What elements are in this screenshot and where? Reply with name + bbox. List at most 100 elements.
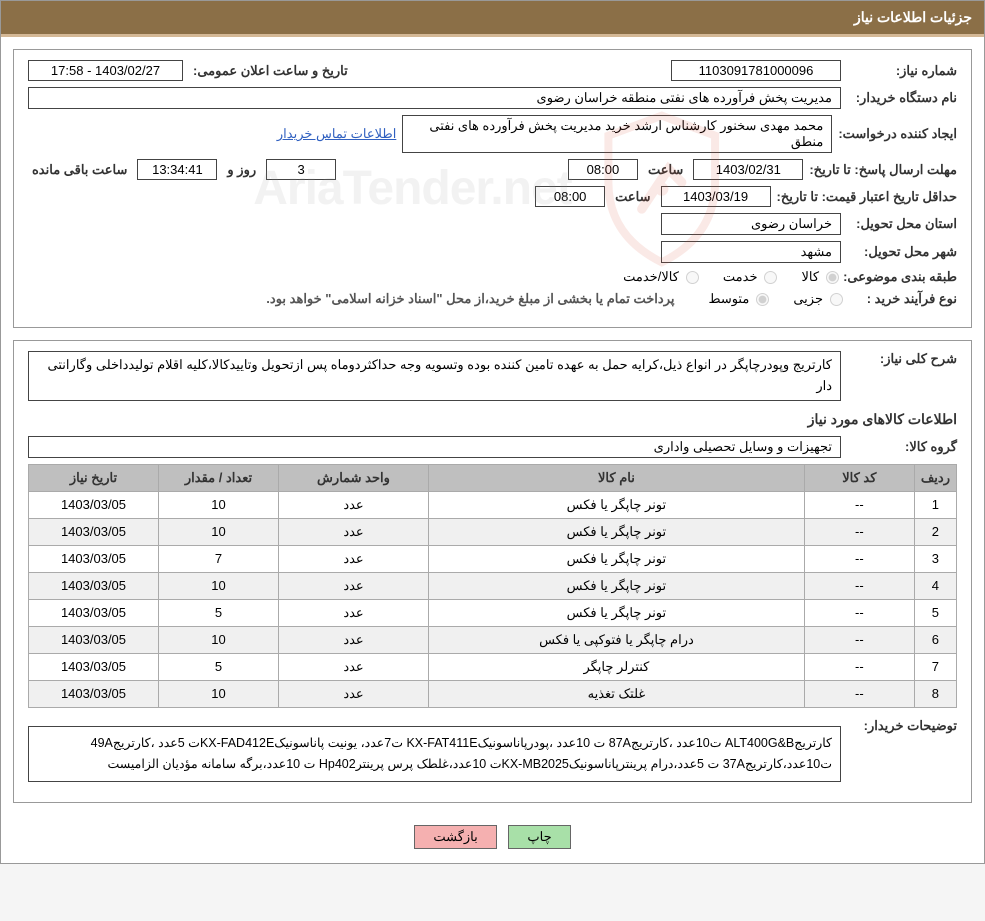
- radio-medium[interactable]: [756, 293, 769, 306]
- countdown: 13:34:41: [137, 159, 217, 180]
- items-table: ردیف کد کالا نام کالا واحد شمارش تعداد /…: [28, 464, 957, 708]
- radio-partial[interactable]: [830, 293, 843, 306]
- cell-qty: 10: [159, 491, 279, 518]
- remaining-label: ساعت باقی مانده: [32, 162, 127, 178]
- cell-idx: 6: [914, 626, 956, 653]
- need-no-value: 1103091781000096: [671, 60, 841, 81]
- table-row: 7--کنترلر چاپگرعدد51403/03/05: [29, 653, 957, 680]
- th-code: کد کالا: [804, 464, 914, 491]
- cell-idx: 8: [914, 680, 956, 707]
- print-button[interactable]: چاپ: [508, 825, 570, 849]
- cell-date: 1403/03/05: [29, 572, 159, 599]
- city-label: شهر محل تحویل:: [847, 244, 957, 260]
- classification-label: طبقه بندی موضوعی:: [843, 269, 957, 285]
- cell-date: 1403/03/05: [29, 653, 159, 680]
- time-label-1: ساعت: [648, 162, 683, 178]
- cell-unit: عدد: [279, 680, 429, 707]
- buyer-notes-value: کارتریجALT400G&B ت10عدد ،کارتریج87A ت 10…: [28, 726, 841, 783]
- cell-unit: عدد: [279, 545, 429, 572]
- info-panel: AriaTender.net شماره نیاز: 1103091781000…: [13, 49, 972, 328]
- opt-goods-service: کالا/خدمت: [623, 269, 679, 285]
- announce-value: 1403/02/27 - 17:58: [28, 60, 183, 81]
- th-unit: واحد شمارش: [279, 464, 429, 491]
- table-row: 4--تونر چاپگر یا فکسعدد101403/03/05: [29, 572, 957, 599]
- th-date: تاریخ نیاز: [29, 464, 159, 491]
- cell-unit: عدد: [279, 653, 429, 680]
- buyer-org-value: مدیریت پخش فرآورده های نفتی منطقه خراسان…: [28, 87, 841, 109]
- days-left: 3: [266, 159, 336, 180]
- page-container: جزئیات اطلاعات نیاز AriaTender.net شماره…: [0, 0, 985, 864]
- valid-date: 1403/03/19: [661, 186, 771, 207]
- table-row: 2--تونر چاپگر یا فکسعدد101403/03/05: [29, 518, 957, 545]
- requester-label: ایجاد کننده درخواست:: [838, 126, 957, 142]
- general-desc-value: کارتریج وپودرچاپگر در انواع ذیل،کرایه حم…: [28, 351, 841, 401]
- cell-name: تونر چاپگر یا فکس: [429, 599, 805, 626]
- items-panel: شرح کلی نیاز: کارتریج وپودرچاپگر در انوا…: [13, 340, 972, 803]
- cell-unit: عدد: [279, 491, 429, 518]
- cell-date: 1403/03/05: [29, 491, 159, 518]
- th-idx: ردیف: [914, 464, 956, 491]
- cell-code: --: [804, 545, 914, 572]
- items-section-title: اطلاعات کالاهای مورد نیاز: [28, 411, 957, 428]
- opt-goods: کالا: [801, 269, 819, 285]
- cell-unit: عدد: [279, 518, 429, 545]
- cell-idx: 4: [914, 572, 956, 599]
- cell-unit: عدد: [279, 572, 429, 599]
- cell-name: تونر چاپگر یا فکس: [429, 572, 805, 599]
- th-name: نام کالا: [429, 464, 805, 491]
- cell-code: --: [804, 518, 914, 545]
- table-row: 1--تونر چاپگر یا فکسعدد101403/03/05: [29, 491, 957, 518]
- page-title: جزئیات اطلاعات نیاز: [854, 9, 972, 25]
- cell-name: تونر چاپگر یا فکس: [429, 491, 805, 518]
- cell-idx: 1: [914, 491, 956, 518]
- cell-date: 1403/03/05: [29, 680, 159, 707]
- valid-time: 08:00: [535, 186, 605, 207]
- buyer-notes-label: توضیحات خریدار:: [847, 718, 957, 734]
- days-and: روز و: [227, 162, 256, 178]
- cell-name: درام چاپگر یا فتوکپی یا فکس: [429, 626, 805, 653]
- radio-goods[interactable]: [826, 271, 839, 284]
- back-button[interactable]: بازگشت: [414, 825, 496, 849]
- cell-name: تونر چاپگر یا فکس: [429, 518, 805, 545]
- cell-qty: 10: [159, 572, 279, 599]
- cell-name: غلتک تغذیه: [429, 680, 805, 707]
- process-type-label: نوع فرآیند خرید :: [847, 291, 957, 307]
- cell-code: --: [804, 626, 914, 653]
- general-desc-label: شرح کلی نیاز:: [847, 351, 957, 367]
- cell-date: 1403/03/05: [29, 545, 159, 572]
- cell-code: --: [804, 680, 914, 707]
- cell-name: کنترلر چاپگر: [429, 653, 805, 680]
- city-value: مشهد: [661, 241, 841, 263]
- cell-qty: 5: [159, 653, 279, 680]
- table-header-row: ردیف کد کالا نام کالا واحد شمارش تعداد /…: [29, 464, 957, 491]
- cell-code: --: [804, 491, 914, 518]
- cell-date: 1403/03/05: [29, 518, 159, 545]
- time-label-2: ساعت: [615, 189, 650, 205]
- deadline-time: 08:00: [568, 159, 638, 180]
- cell-qty: 7: [159, 545, 279, 572]
- radio-goods-service[interactable]: [686, 271, 699, 284]
- cell-unit: عدد: [279, 599, 429, 626]
- cell-name: تونر چاپگر یا فکس: [429, 545, 805, 572]
- cell-date: 1403/03/05: [29, 599, 159, 626]
- cell-qty: 10: [159, 626, 279, 653]
- deadline-date: 1403/02/31: [693, 159, 803, 180]
- buyer-org-label: نام دستگاه خریدار:: [847, 90, 957, 106]
- payment-note: پرداخت تمام یا بخشی از مبلغ خرید،از محل …: [266, 291, 674, 307]
- cell-idx: 5: [914, 599, 956, 626]
- opt-service: خدمت: [723, 269, 758, 285]
- requester-value: محمد مهدی سخنور کارشناس ارشد خرید مدیریت…: [402, 115, 832, 153]
- title-bar: جزئیات اطلاعات نیاز: [1, 1, 984, 37]
- table-row: 8--غلتک تغذیهعدد101403/03/05: [29, 680, 957, 707]
- deadline-label: مهلت ارسال پاسخ: تا تاریخ:: [809, 162, 957, 178]
- cell-idx: 3: [914, 545, 956, 572]
- cell-idx: 7: [914, 653, 956, 680]
- cell-code: --: [804, 572, 914, 599]
- cell-idx: 2: [914, 518, 956, 545]
- radio-service[interactable]: [764, 271, 777, 284]
- cell-code: --: [804, 653, 914, 680]
- contact-link[interactable]: اطلاعات تماس خریدار: [277, 126, 396, 142]
- province-value: خراسان رضوی: [661, 213, 841, 235]
- table-row: 3--تونر چاپگر یا فکسعدد71403/03/05: [29, 545, 957, 572]
- group-value: تجهیزات و وسایل تحصیلی واداری: [28, 436, 841, 458]
